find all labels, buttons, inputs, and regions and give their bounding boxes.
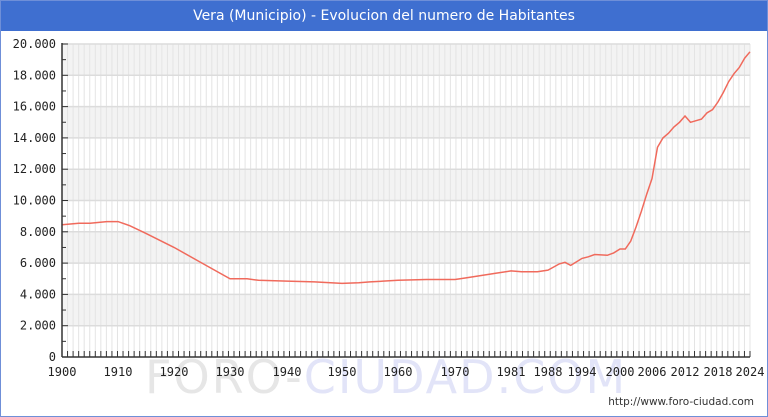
watermark: FORO-CIUDAD.COM xyxy=(145,350,627,404)
y-axis-labels: 0 2.000 4.000 6.000 8.000 10.000 12.000 14.000 1… xyxy=(13,37,56,364)
x-tick-label: 1970 xyxy=(441,365,470,379)
x-tick-label: 1910 xyxy=(104,365,133,379)
y-tick-label: 10.000 xyxy=(13,194,56,208)
horizontal-gridlines xyxy=(62,43,750,327)
y-tick-label: 2.000 xyxy=(20,319,56,333)
x-tick-label: 1900 xyxy=(48,365,77,379)
y-tick-label: 0 xyxy=(49,350,56,364)
x-tick-label: 2012 xyxy=(671,365,700,379)
x-tick-label: 1988 xyxy=(534,365,563,379)
y-tick-label: 12.000 xyxy=(13,162,56,176)
y-tick-label: 18.000 xyxy=(13,68,56,82)
watermark-right: CIUDAD.COM xyxy=(303,350,628,404)
x-tick-label: 2018 xyxy=(704,365,733,379)
y-tick-label: 4.000 xyxy=(20,287,56,301)
x-tick-label: 2024 xyxy=(736,365,765,379)
x-tick-label: 1994 xyxy=(568,365,597,379)
x-tick-label: 1981 xyxy=(497,365,526,379)
y-tick-label: 8.000 xyxy=(20,225,56,239)
x-tick-label: 1950 xyxy=(328,365,357,379)
x-tick-label: 2000 xyxy=(606,365,635,379)
x-tick-label: 1960 xyxy=(384,365,413,379)
population-line xyxy=(61,51,751,285)
watermark-left: FORO- xyxy=(145,350,304,404)
x-tick-label: 1920 xyxy=(160,365,189,379)
y-tick-label: 16.000 xyxy=(13,100,56,114)
source-credit[interactable]: http://www.foro-ciudad.com xyxy=(608,396,754,408)
chart-title: Vera (Municipio) - Evolucion del numero … xyxy=(1,1,767,31)
x-tick-label: 2006 xyxy=(638,365,667,379)
y-tick-label: 6.000 xyxy=(20,256,56,270)
x-axis-labels: 1900 1910 1920 1930 1940 1950 1960 1970 1981 1988… xyxy=(48,365,765,379)
y-tick-label: 20.000 xyxy=(13,37,56,51)
x-tick-label: 1930 xyxy=(216,365,245,379)
x-tick-label: 1940 xyxy=(273,365,302,379)
y-tick-label: 14.000 xyxy=(13,131,56,145)
axes xyxy=(61,43,751,358)
